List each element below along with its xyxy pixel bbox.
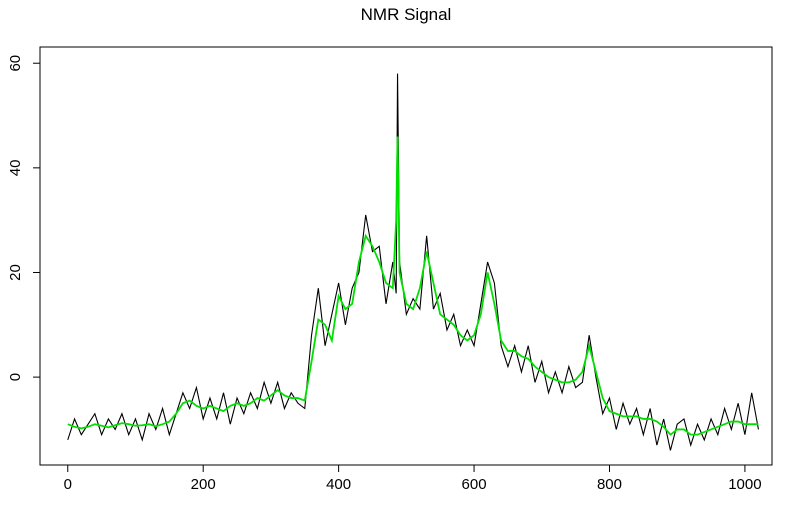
chart-title: NMR Signal — [361, 5, 452, 24]
x-tick-label: 400 — [326, 476, 351, 493]
y-tick-label: 20 — [7, 264, 24, 281]
y-tick-label: 0 — [7, 373, 24, 381]
y-tick-label: 40 — [7, 160, 24, 177]
x-tick-label: 600 — [462, 476, 487, 493]
plot-box — [39, 46, 773, 466]
x-tick-label: 200 — [191, 476, 216, 493]
series-line — [67, 73, 760, 451]
series-line — [67, 136, 759, 436]
x-tick-label: 0 — [64, 476, 72, 493]
x-tick-label: 800 — [597, 476, 622, 493]
x-tick-label: 1000 — [728, 476, 761, 493]
y-tick-label: 60 — [7, 55, 24, 72]
